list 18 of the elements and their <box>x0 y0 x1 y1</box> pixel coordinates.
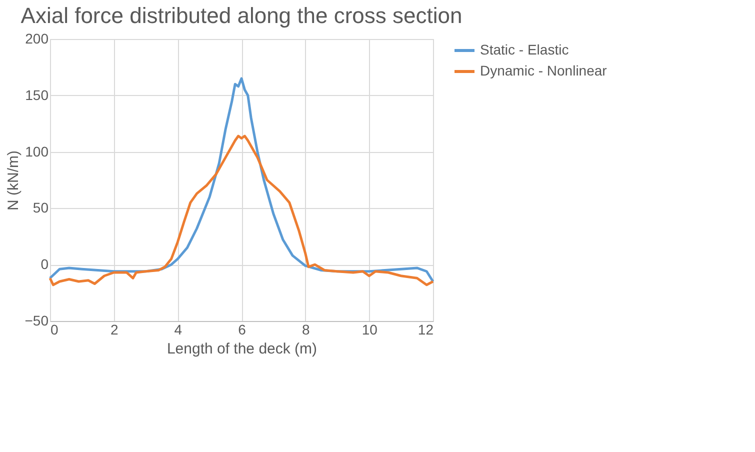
legend-label: Static - Elastic <box>480 42 569 58</box>
x-tick-label: 6 <box>238 322 246 338</box>
x-axis-title: Length of the deck (m) <box>166 340 318 358</box>
x-tick-label: 4 <box>174 322 182 338</box>
y-tick-label: 150 <box>25 86 49 103</box>
x-tick-label: 10 <box>362 322 378 338</box>
y-axis-title: N (kN/m) <box>4 150 22 210</box>
x-tick-label: 12 <box>418 322 434 338</box>
y-tick-label: 0 <box>40 256 49 272</box>
y-tick-label: 200 <box>25 30 49 46</box>
y-tick-label: 50 <box>32 200 49 216</box>
y-tick-label: −50 <box>24 312 49 328</box>
legend-label: Dynamic - Nonlinear <box>480 62 608 78</box>
x-tick-label: 8 <box>302 322 310 338</box>
y-tick-label: 100 <box>25 143 49 160</box>
line-series <box>48 134 434 286</box>
x-tick-label: 2 <box>110 322 118 338</box>
chart-title: Axial force distributed along the cross section <box>20 3 462 28</box>
